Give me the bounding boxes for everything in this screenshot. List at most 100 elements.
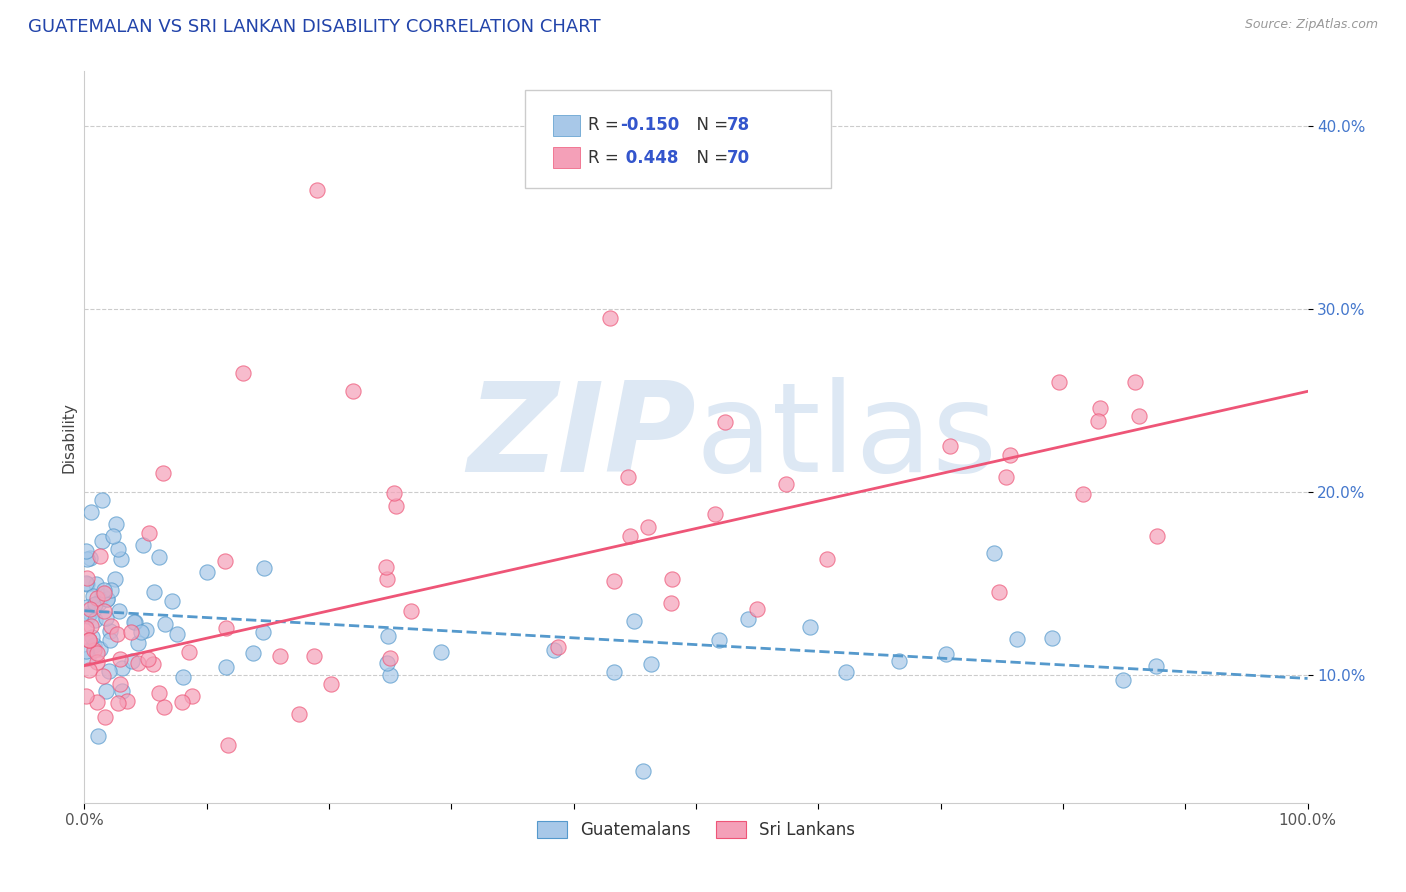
Legend: Guatemalans, Sri Lankans: Guatemalans, Sri Lankans bbox=[530, 814, 862, 846]
Text: 78: 78 bbox=[727, 117, 749, 135]
FancyBboxPatch shape bbox=[553, 115, 579, 136]
Point bbox=[110, 651, 132, 665]
Point bbox=[214, 554, 236, 568]
Point bbox=[172, 670, 194, 684]
Point bbox=[547, 640, 569, 654]
Point bbox=[124, 615, 146, 629]
Point bbox=[80, 618, 103, 632]
Point bbox=[105, 627, 128, 641]
Point bbox=[269, 648, 291, 663]
Point bbox=[94, 611, 117, 625]
Y-axis label: Disability: Disability bbox=[60, 401, 76, 473]
Point bbox=[75, 643, 97, 657]
Point bbox=[98, 624, 121, 638]
Point bbox=[96, 591, 118, 606]
Point bbox=[148, 549, 170, 564]
Point bbox=[253, 561, 276, 575]
Point bbox=[288, 707, 311, 722]
Point bbox=[1071, 486, 1094, 500]
Point bbox=[79, 602, 101, 616]
Point bbox=[96, 592, 118, 607]
Point bbox=[714, 415, 737, 429]
Point bbox=[104, 517, 127, 532]
Point bbox=[152, 700, 174, 714]
Point bbox=[127, 635, 149, 649]
Point bbox=[1087, 413, 1109, 427]
Point bbox=[1049, 375, 1071, 389]
Point bbox=[129, 624, 152, 639]
Text: N =: N = bbox=[686, 149, 734, 167]
Point bbox=[77, 651, 100, 665]
Point bbox=[120, 624, 142, 639]
Point bbox=[617, 469, 640, 483]
Point bbox=[86, 695, 108, 709]
Point bbox=[375, 572, 398, 586]
Point bbox=[252, 625, 274, 640]
Point bbox=[79, 550, 101, 565]
Point bbox=[302, 649, 325, 664]
Point bbox=[377, 629, 399, 643]
Point bbox=[623, 614, 645, 628]
Point bbox=[1128, 409, 1150, 424]
Point bbox=[82, 589, 104, 603]
Point bbox=[91, 493, 114, 508]
Point bbox=[153, 616, 176, 631]
Point bbox=[89, 596, 111, 610]
Point bbox=[83, 638, 105, 652]
Point bbox=[84, 613, 107, 627]
Point bbox=[384, 486, 406, 500]
Point bbox=[80, 505, 103, 519]
Text: 0.448: 0.448 bbox=[620, 149, 679, 167]
Point bbox=[704, 507, 727, 521]
Point bbox=[121, 654, 143, 668]
Point bbox=[232, 366, 254, 380]
Point bbox=[1123, 375, 1146, 389]
Text: Source: ZipAtlas.com: Source: ZipAtlas.com bbox=[1244, 18, 1378, 31]
Point bbox=[939, 439, 962, 453]
Point bbox=[86, 591, 108, 605]
Point bbox=[76, 600, 98, 615]
Point bbox=[983, 546, 1005, 560]
Point bbox=[90, 533, 112, 548]
Point bbox=[377, 656, 399, 670]
Text: atlas: atlas bbox=[696, 376, 998, 498]
Point bbox=[107, 541, 129, 556]
Point bbox=[1144, 659, 1167, 673]
Text: 70: 70 bbox=[727, 149, 749, 167]
Point bbox=[380, 668, 402, 682]
Point bbox=[93, 582, 115, 597]
Point bbox=[160, 593, 183, 607]
Point bbox=[138, 526, 160, 541]
Point bbox=[995, 470, 1018, 484]
Point bbox=[75, 621, 97, 635]
Point bbox=[599, 311, 621, 326]
Point bbox=[96, 684, 118, 698]
Point bbox=[1112, 673, 1135, 687]
Point bbox=[661, 596, 683, 610]
Point bbox=[115, 694, 138, 708]
Point bbox=[747, 602, 769, 616]
Point bbox=[815, 551, 838, 566]
Point bbox=[1146, 529, 1168, 543]
Point bbox=[631, 764, 654, 778]
Point bbox=[76, 552, 98, 566]
Point bbox=[215, 659, 238, 673]
Point bbox=[737, 612, 759, 626]
Point bbox=[136, 651, 159, 665]
Point bbox=[87, 729, 110, 743]
Text: R =: R = bbox=[588, 117, 624, 135]
Point bbox=[94, 709, 117, 723]
Point bbox=[77, 663, 100, 677]
Point bbox=[75, 690, 97, 704]
Point bbox=[195, 566, 218, 580]
Point bbox=[104, 572, 127, 586]
Point bbox=[998, 448, 1021, 462]
Point bbox=[1005, 632, 1028, 646]
Point bbox=[889, 654, 911, 668]
Point bbox=[131, 538, 153, 552]
Point bbox=[148, 685, 170, 699]
Point bbox=[86, 655, 108, 669]
Point bbox=[111, 661, 134, 675]
Point bbox=[172, 695, 194, 709]
Point bbox=[305, 183, 328, 197]
